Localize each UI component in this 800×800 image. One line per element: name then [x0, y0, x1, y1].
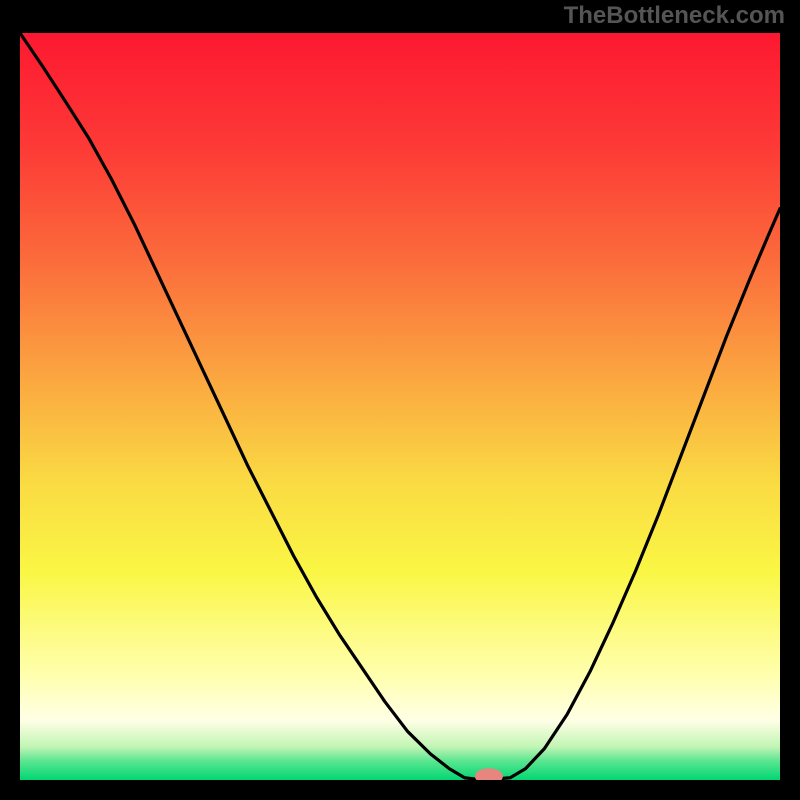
gradient-background — [20, 33, 780, 780]
watermark-text: TheBottleneck.com — [564, 2, 785, 30]
bottleneck-chart — [20, 33, 780, 780]
